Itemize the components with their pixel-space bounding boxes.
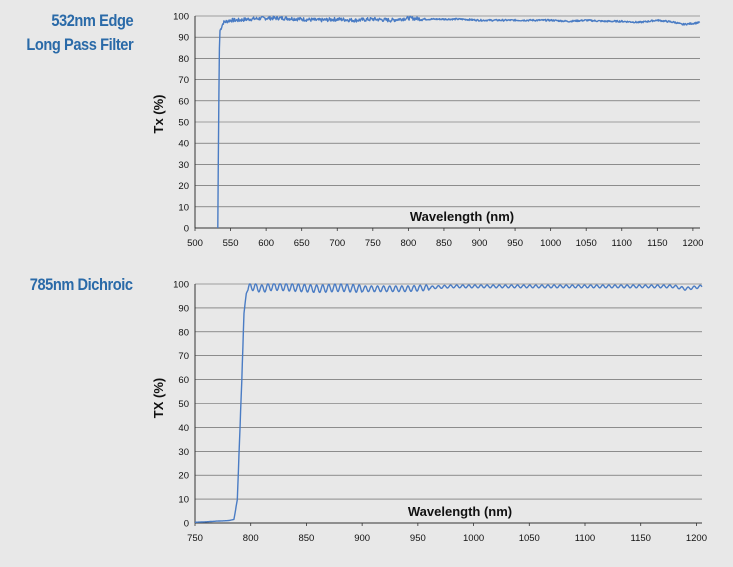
chart1-ytick-label: 40 [178, 139, 189, 150]
chart2-x-axis-label: Wavelength (nm) [408, 504, 512, 519]
chart1-xtick-label: 500 [187, 238, 203, 249]
chart1-ytick-label: 60 [178, 96, 189, 107]
chart1-xtick-label: 800 [400, 238, 416, 249]
chart2-xtick-label: 800 [243, 533, 259, 544]
chart2-title: 785nm Dichroic [30, 275, 133, 294]
chart1-xtick-label: 650 [294, 238, 310, 249]
chart1-xtick-label: 700 [329, 238, 345, 249]
chart1-ytick-label: 90 [178, 33, 189, 44]
chart1-xtick-label: 1050 [576, 238, 597, 249]
chart1-series-line [217, 15, 701, 229]
chart1-ytick-label: 50 [178, 118, 189, 129]
chart1-ytick-label: 70 [178, 75, 189, 86]
chart2-ytick-label: 0 [184, 519, 189, 530]
chart1-xtick-label: 850 [436, 238, 452, 249]
chart1-xtick-label: 1000 [540, 238, 561, 249]
chart1-x-axis-label: Wavelength (nm) [410, 209, 514, 224]
chart2-ytick-label: 80 [178, 327, 189, 338]
chart2-xtick-label: 950 [410, 533, 426, 544]
chart2-ytick-label: 90 [178, 303, 189, 314]
chart2-xtick-label: 850 [298, 533, 314, 544]
chart2-xtick-label: 900 [354, 533, 370, 544]
chart2-y-axis-label: TX (%) [151, 378, 166, 418]
chart1-y-axis-label: Tx (%) [151, 95, 166, 134]
chart1-xtick-label: 1150 [647, 238, 667, 249]
chart2-xtick-label: 1050 [519, 533, 540, 544]
chart1-ytick-label: 80 [178, 54, 189, 65]
chart2-ytick-label: 100 [173, 280, 189, 291]
chart1-title-line1: 532nm Edge [51, 11, 133, 30]
chart2-xtick-label: 750 [187, 533, 203, 544]
chart2-ytick-label: 60 [178, 375, 189, 386]
chart2-ytick-label: 40 [178, 423, 189, 434]
chart1-xtick-label: 900 [472, 238, 488, 249]
chart1-xtick-label: 1100 [612, 238, 632, 249]
chart1-ytick-label: 10 [178, 202, 189, 213]
chart2-ytick-label: 70 [178, 351, 189, 362]
chart1-ytick-label: 100 [173, 12, 189, 23]
chart2-xtick-label: 1150 [630, 533, 650, 544]
chart1-xtick-label: 600 [258, 238, 274, 249]
chart2-xtick-label: 1000 [463, 533, 484, 544]
chart1-xtick-label: 550 [223, 238, 239, 249]
chart2-ytick-label: 20 [178, 471, 189, 482]
chart1-xtick-label: 950 [507, 238, 523, 249]
chart2-xtick-label: 1100 [575, 533, 595, 544]
chart2-ytick-label: 50 [178, 399, 189, 410]
chart1-xtick-label: 750 [365, 238, 381, 249]
chart2-series-line [194, 283, 703, 523]
chart1-title-line2: Long Pass Filter [26, 35, 133, 54]
chart1-xtick-label: 1200 [682, 238, 703, 249]
chart1-ytick-label: 0 [184, 224, 189, 235]
chart2-ytick-label: 30 [178, 447, 189, 458]
chart1-ytick-label: 20 [178, 181, 189, 192]
chart1-ytick-label: 30 [178, 160, 189, 171]
chart2-xtick-label: 1200 [686, 533, 707, 544]
chart2-ytick-label: 10 [178, 495, 189, 506]
